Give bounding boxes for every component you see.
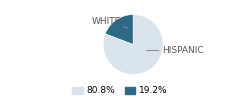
Wedge shape xyxy=(103,14,163,74)
Wedge shape xyxy=(105,14,133,44)
Text: HISPANIC: HISPANIC xyxy=(147,46,203,55)
Legend: 80.8%, 19.2%: 80.8%, 19.2% xyxy=(72,86,168,96)
Text: WHITE: WHITE xyxy=(92,17,128,28)
